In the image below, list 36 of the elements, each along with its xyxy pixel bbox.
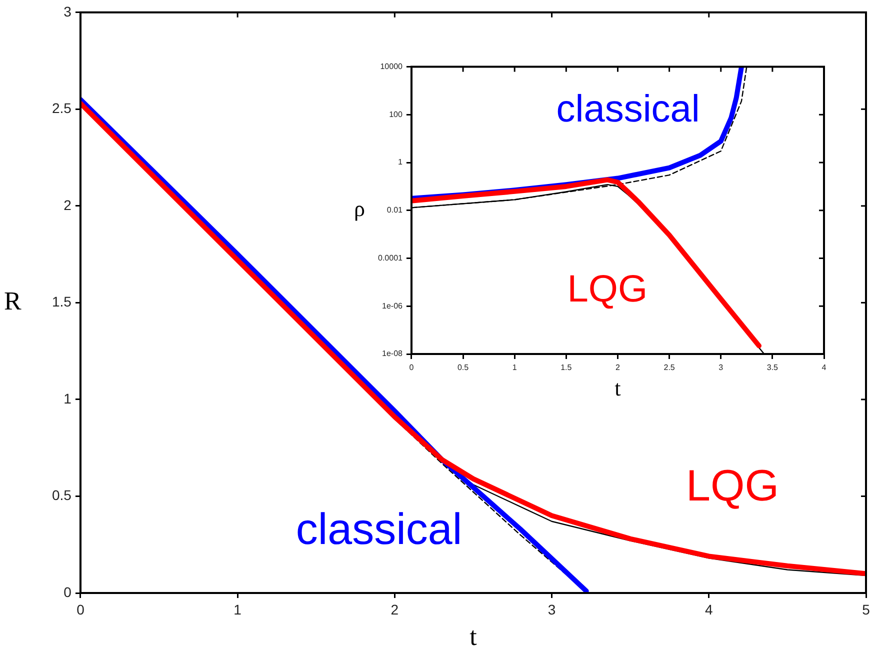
y-tick-label: 0 [64, 584, 72, 600]
x-tick-label: 1.5 [560, 363, 572, 372]
x-axis-title: t [470, 622, 478, 652]
x-tick-label: 4 [704, 601, 713, 618]
x-tick-label: 3 [718, 363, 724, 372]
y-tick-label: 1e-08 [382, 349, 404, 358]
x-tick-label: 3.5 [766, 363, 779, 372]
x-tick-label: 0 [76, 601, 85, 618]
x-tick-label: 3 [548, 601, 556, 618]
x-tick-label: 2 [616, 363, 621, 372]
y-tick-label: 1 [398, 158, 404, 167]
x-tick-label: 0.5 [457, 363, 470, 372]
x-axis-title: t [614, 376, 621, 401]
series-label: classical [556, 88, 700, 131]
y-tick-label: 1e-06 [382, 301, 404, 310]
y-tick-label: 1.5 [52, 294, 72, 310]
y-tick-label: 3 [64, 3, 72, 20]
y-tick-label: 2.5 [52, 100, 72, 116]
x-tick-label: 0 [409, 363, 414, 372]
x-tick-label: 1 [512, 363, 518, 372]
x-tick-label: 5 [862, 601, 870, 618]
y-tick-label: 2 [64, 196, 72, 213]
x-tick-label: 2.5 [664, 363, 676, 372]
y-tick-label: 0.0001 [378, 253, 404, 262]
y-tick-label: 10000 [380, 62, 404, 72]
y-tick-label: 100 [389, 110, 404, 119]
y-axis-title: ρ [354, 196, 365, 222]
x-tick-label: 4 [822, 363, 827, 372]
y-tick-label: 1 [64, 390, 72, 406]
series-label: classical [296, 505, 462, 554]
y-tick-label: 0.5 [52, 487, 72, 504]
series-label: LQG [686, 462, 779, 511]
series-label: LQG [567, 268, 648, 310]
x-tick-label: 1 [234, 601, 242, 618]
y-axis-title: R [4, 286, 22, 316]
y-tick-label: 0.01 [386, 206, 404, 215]
